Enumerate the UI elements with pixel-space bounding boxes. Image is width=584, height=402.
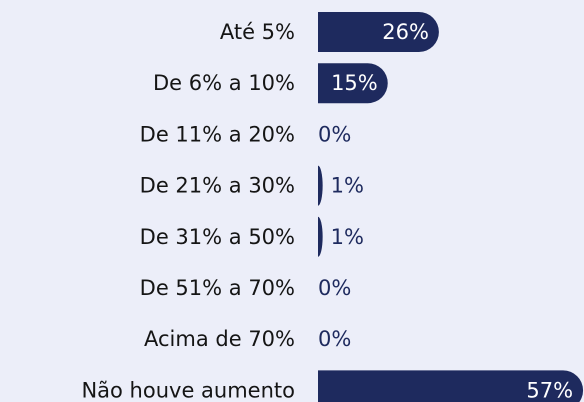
bar (318, 63, 388, 104)
value-label: 1% (331, 174, 364, 198)
value-label: 57% (526, 378, 573, 402)
value-label: 15% (331, 71, 378, 95)
category-label: De 31% a 50% (140, 225, 295, 249)
bar (318, 12, 439, 53)
category-label: De 6% a 10% (153, 71, 295, 95)
bar (318, 370, 583, 402)
value-label: 1% (331, 225, 364, 249)
category-label: De 21% a 30% (140, 174, 295, 198)
category-label: Não houve aumento (81, 378, 295, 402)
value-label: 0% (318, 122, 351, 146)
category-label: De 51% a 70% (140, 276, 295, 300)
bar (318, 165, 323, 206)
category-label: Até 5% (220, 20, 295, 44)
value-label: 0% (318, 327, 351, 351)
category-label: Acima de 70% (144, 327, 295, 351)
value-label: 0% (318, 276, 351, 300)
category-label: De 11% a 20% (140, 122, 295, 146)
bar (318, 216, 323, 257)
value-label: 26% (382, 20, 429, 44)
